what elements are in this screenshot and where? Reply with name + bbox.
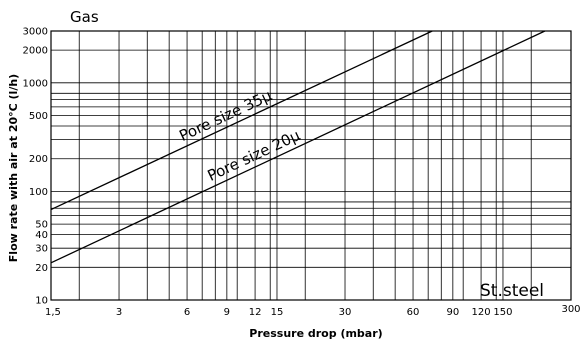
y-axis-title: Flow rate with air at 20°C (l/h): [7, 74, 20, 262]
y-tick-label: 100: [29, 187, 48, 198]
series-lines: [50, 30, 546, 264]
y-tick-label: 200: [29, 154, 48, 165]
x-tick-label: 120: [472, 307, 491, 318]
x-tick-label: 90: [446, 307, 459, 318]
y-tick-label: 3000: [23, 27, 48, 38]
y-tick-label: 2000: [23, 46, 48, 57]
x-gridlines: [50, 31, 572, 300]
x-tick-label: 30: [339, 307, 352, 318]
chart-title: Gas: [70, 8, 99, 26]
x-tick-label: 3: [116, 307, 122, 318]
y-tick-label: 50: [35, 220, 48, 231]
series-line: [50, 30, 546, 264]
x-tick-label: 6: [184, 307, 190, 318]
y-tick-label: 40: [35, 230, 48, 241]
x-tick-label: 12: [249, 307, 262, 318]
x-tick-label: 1,5: [45, 307, 61, 318]
material-annotation: St.steel: [480, 281, 544, 301]
x-axis-title: Pressure drop (mbar): [249, 327, 382, 340]
x-tick-label: 300: [561, 304, 580, 315]
x-tick-label: 60: [407, 307, 420, 318]
y-gridlines: [51, 30, 571, 301]
series-label-pore-20: Pore size 20μ: [205, 126, 304, 185]
y-tick-label: 500: [29, 111, 48, 122]
plot-frame: [50, 30, 572, 301]
y-tick-label: 10: [35, 296, 48, 307]
x-tick-label: 150: [493, 307, 512, 318]
x-tick-label: 9: [224, 307, 230, 318]
y-tick-label: 1000: [23, 78, 48, 89]
series-line: [50, 30, 433, 211]
x-tick-label: 15: [271, 307, 284, 318]
x-tick-labels: 1,5 3 6 9 12 15 30 60 90 120 150 300: [45, 304, 581, 318]
y-tick-label: 30: [35, 244, 48, 255]
y-tick-label: 20: [35, 263, 48, 274]
